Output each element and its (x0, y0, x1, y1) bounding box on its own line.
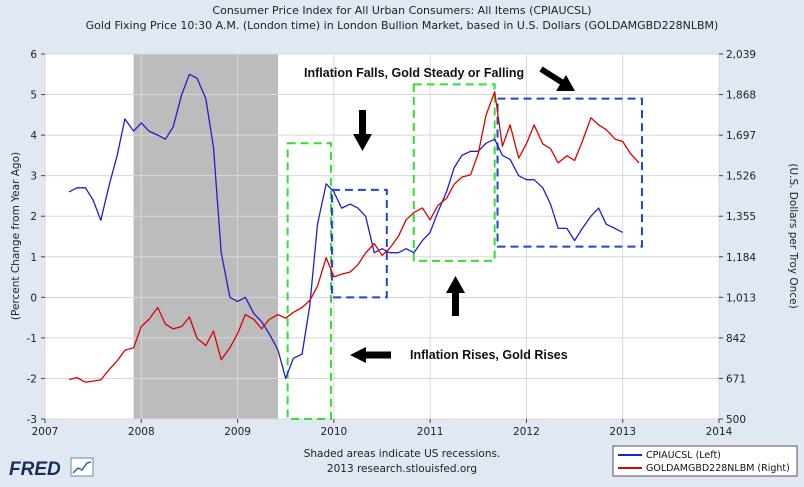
arrow-left-icon (350, 347, 391, 363)
x-tick-label: 2014 (706, 426, 733, 438)
highlight-box-fall (330, 188, 388, 299)
arrow-down-icon (353, 110, 372, 151)
x-tick-label: 2012 (513, 426, 540, 438)
highlight-box-rise (286, 142, 332, 420)
x-tick-label: 2008 (128, 426, 155, 438)
y-left-tick-label: 0 (30, 292, 37, 304)
recession-shade (133, 54, 279, 419)
footer-note-recessions: Shaded areas indicate US recessions. (304, 448, 501, 460)
legend-label-cpi: CPIAUCSL (Left) (646, 450, 721, 461)
y-axis-right-title: (U.S. Dollars per Troy Once) (787, 163, 799, 308)
y-right-tick-label: 500 (726, 414, 746, 426)
y-left-tick-label: -1 (27, 333, 37, 345)
highlight-box-fall (496, 97, 643, 248)
y-left-tick-label: 5 (30, 90, 37, 102)
y-right-tick-label: 1,526 (726, 171, 756, 183)
y-left-tick-label: -3 (27, 414, 37, 426)
y-right-tick-label: 671 (726, 373, 746, 385)
y-right-tick-label: 1,184 (726, 252, 756, 264)
x-tick-label: 2013 (609, 426, 636, 438)
y-right-tick-label: 842 (726, 333, 746, 345)
legend: CPIAUCSL (Left) GOLDAMGBD228NLBM (Right) (612, 445, 798, 477)
svg-text:FRED: FRED (9, 459, 61, 480)
chart-title: Consumer Price Index for All Urban Consu… (212, 4, 591, 17)
x-tick-label: 2010 (320, 426, 347, 438)
y-right-tick-label: 1,355 (726, 211, 756, 223)
y-left-tick-label: 3 (30, 171, 37, 183)
y-left-tick-label: 2 (30, 211, 37, 223)
y-right-tick-label: 1,697 (726, 130, 756, 142)
y-right-tick-label: 2,039 (726, 49, 756, 61)
fred-logo: FRED (9, 457, 94, 480)
y-left-tick-label: 1 (30, 252, 37, 264)
y-left-tick-label: 4 (30, 130, 37, 142)
series-line-gold (68, 91, 640, 383)
y-left-tick-label: -2 (27, 373, 37, 385)
footer-note-source: 2013 research.stlouisfed.org (327, 463, 477, 475)
highlight-box-rise (412, 83, 496, 262)
x-tick-label: 2009 (224, 426, 251, 438)
series-line-cpi (68, 73, 623, 380)
arrow-up-icon (446, 276, 465, 316)
y-axis-left-title: (Percent Change from Year Ago) (10, 152, 22, 320)
annotation-inflation-rises: Inflation Rises, Gold Rises (410, 348, 568, 362)
y-right-tick-label: 1,868 (726, 90, 756, 102)
x-tick-label: 2007 (32, 426, 59, 438)
x-tick-label: 2011 (417, 426, 444, 438)
annotation-inflation-falls: Inflation Falls, Gold Steady or Falling (304, 66, 524, 80)
arrow-down-right-icon (539, 66, 575, 91)
y-left-tick-label: 6 (30, 49, 37, 61)
legend-label-gold: GOLDAMGBD228NLBM (Right) (646, 463, 790, 474)
y-right-tick-label: 1,013 (726, 292, 756, 304)
fred-logo-graph-icon (70, 457, 94, 477)
chart-subtitle: Gold Fixing Price 10:30 A.M. (London tim… (86, 19, 719, 32)
